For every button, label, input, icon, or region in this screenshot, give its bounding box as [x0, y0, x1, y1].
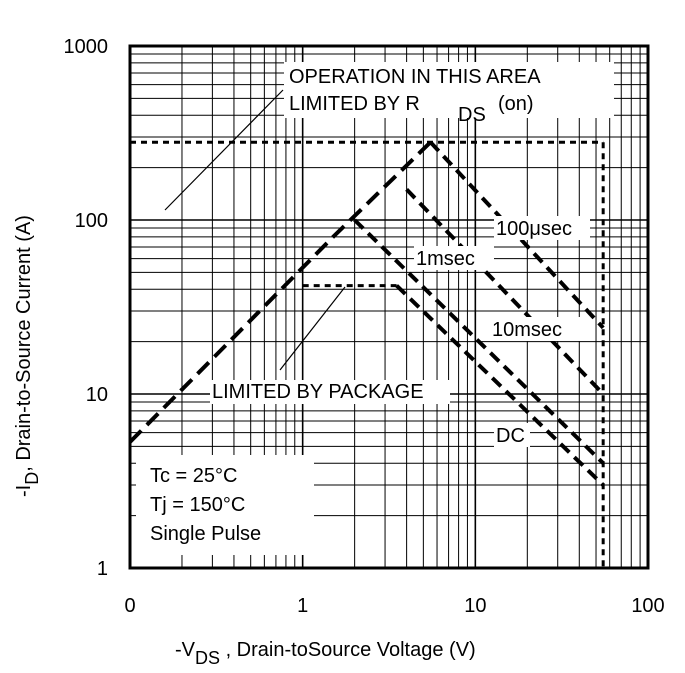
x-tick-label: 10: [464, 595, 486, 617]
rds-annotation-sub: DS: [458, 104, 486, 126]
condition-text: Tj = 150°C: [150, 494, 245, 516]
series-label-bg-dc: [494, 423, 530, 447]
series-label-bg-1msec: [414, 246, 494, 270]
series-label-10msec: 10msec: [492, 319, 562, 341]
x-tick-label: 100: [631, 595, 664, 617]
rds-annotation-on: (on): [498, 93, 534, 115]
series-line-10msec: [353, 218, 605, 465]
rds-annotation-line1: OPERATION IN THIS AREA: [289, 66, 541, 88]
condition-text: Tc = 25°C: [150, 465, 237, 487]
y-axis-title: -ID, Drain-to-Source Current (A): [13, 215, 42, 497]
y-tick-label: 1: [97, 558, 108, 580]
axis-titles: -VDS , Drain-toSource Voltage (V) -ID, Dr…: [13, 215, 476, 668]
rds-leader-line: [164, 89, 284, 211]
series-label-bg-10msec: [490, 317, 582, 341]
package-annotation: LIMITED BY PACKAGE: [212, 381, 424, 403]
package-leader-line: [279, 286, 346, 371]
chart-lines: [128, 140, 605, 568]
plot-frame: [128, 44, 650, 570]
series-label-1msec: 1msec: [416, 248, 475, 270]
series-label-bg-100sec: [494, 216, 590, 240]
rds-annotation-bg: [284, 62, 614, 118]
y-tick-label: 1000: [64, 36, 109, 58]
series-line-dc: [395, 284, 605, 487]
rds-on-limit-line: [128, 140, 432, 444]
y-tick-label: 100: [75, 210, 108, 232]
y-tick-label: 10: [86, 384, 108, 406]
x-tick-label: 0: [124, 595, 135, 617]
series-label-dc: DC: [496, 425, 525, 447]
series-line-1msec: [405, 188, 605, 396]
conditions-bg: [136, 455, 314, 555]
condition-text: Single Pulse: [150, 523, 261, 545]
x-axis-title: -VDS , Drain-toSource Voltage (V): [175, 639, 476, 668]
series-line-100sec: [429, 140, 605, 330]
rds-annotation-line2: LIMITED BY R: [289, 93, 420, 115]
x-tick-label: 1: [297, 595, 308, 617]
annotations: OPERATION IN THIS AREA LIMITED BY R DS (on)…: [136, 62, 614, 555]
series-label-100sec: 100μsec: [496, 218, 572, 240]
package-annotation-bg: [210, 380, 450, 404]
